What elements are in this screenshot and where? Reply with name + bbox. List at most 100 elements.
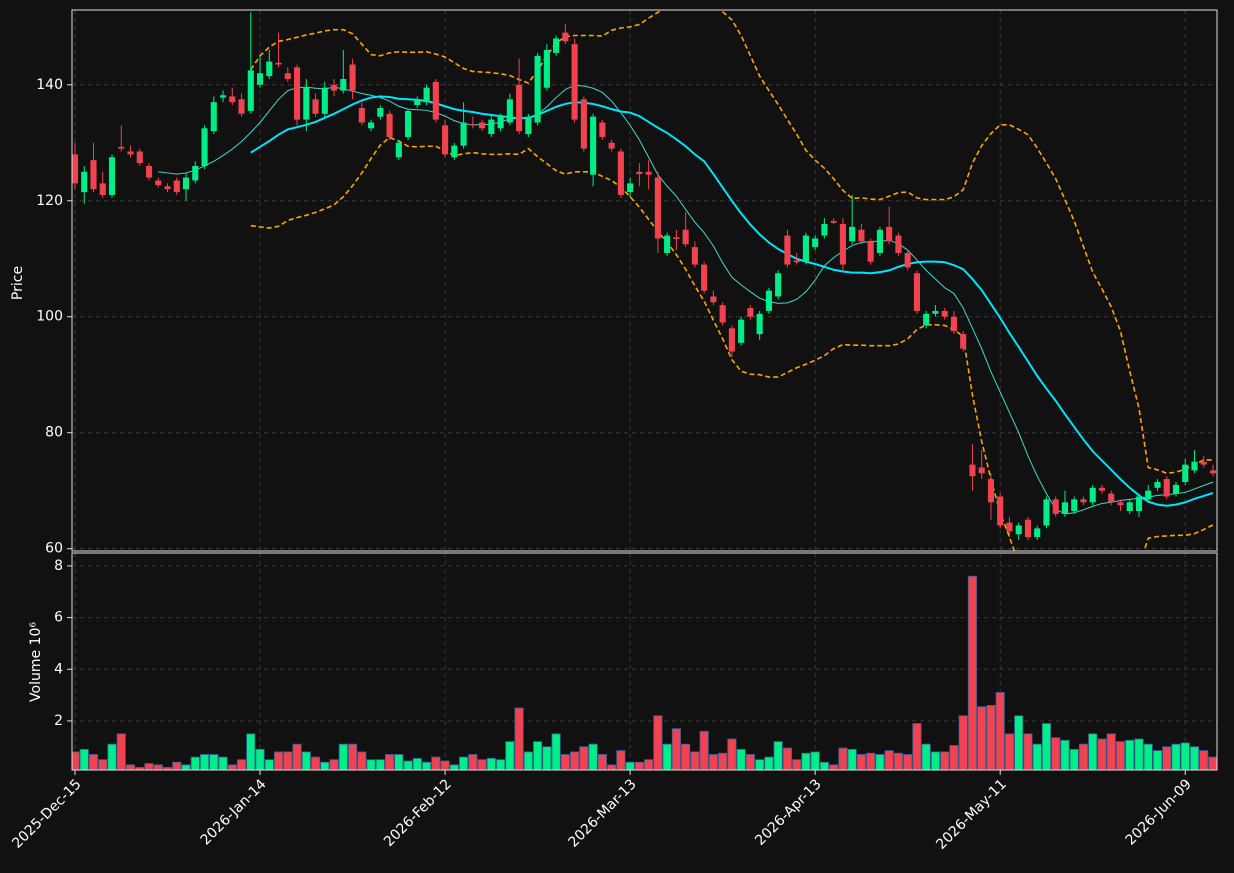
candle-body [432, 81, 439, 120]
volume-bar [412, 757, 422, 770]
candle-body [460, 122, 467, 146]
volume-bar [977, 706, 987, 770]
volume-bar [829, 764, 839, 770]
volume-bar [671, 728, 681, 770]
candle-body [849, 226, 856, 242]
volume-bar [1152, 750, 1163, 770]
volume-bar [1041, 723, 1052, 770]
volume-bar [856, 754, 866, 770]
volume-bar [699, 730, 709, 770]
candle-body [275, 62, 282, 65]
volume-bar [949, 745, 959, 770]
volume-bar [579, 746, 589, 770]
candle-body [506, 99, 513, 123]
volume-bar [347, 743, 358, 770]
candle-body [932, 310, 939, 314]
volume-bar [116, 733, 126, 770]
candle-body [349, 64, 356, 91]
volume-bar [533, 741, 543, 770]
candle-body [1089, 487, 1096, 503]
volume-bar [616, 750, 626, 770]
volume-bar [329, 759, 339, 770]
candle-body [340, 79, 347, 91]
candle-body [1006, 522, 1013, 532]
candle-body [118, 146, 125, 149]
candle-body [331, 84, 338, 91]
volume-bar [190, 756, 200, 770]
volume-bar [727, 738, 737, 770]
candle-body [784, 235, 791, 265]
indicator-line [250, 95, 1214, 507]
volume-bar [893, 752, 903, 770]
price-axis-label: Price [10, 266, 26, 300]
volume-bar [514, 707, 524, 770]
volume-bar [449, 764, 459, 770]
candle-body [182, 177, 190, 190]
candle-body [645, 171, 652, 175]
volume-bar [468, 754, 478, 770]
candle-body [941, 310, 948, 317]
candle-body [247, 70, 254, 111]
candle-body [738, 319, 745, 343]
candle-body [303, 87, 310, 120]
candle-body [719, 305, 726, 323]
volume-bar [921, 743, 931, 770]
candle-body [571, 44, 578, 120]
volume-bar [375, 759, 385, 770]
candle-body [673, 237, 680, 240]
candle-body [821, 223, 828, 236]
volume-bar [135, 767, 145, 770]
volume-bar [1078, 743, 1089, 770]
candle-body [876, 229, 883, 253]
candle-body [950, 316, 957, 332]
candle-body [201, 128, 208, 166]
grid [72, 10, 1217, 770]
volume-bar [801, 752, 811, 770]
candle-body [423, 87, 430, 103]
candle-body [145, 165, 153, 178]
candle-body [1043, 499, 1050, 526]
volume-bar [875, 754, 885, 770]
volume-bar [357, 751, 367, 770]
volume-bar [958, 715, 968, 770]
volume-bar [644, 759, 654, 770]
candle-body [534, 55, 541, 123]
volume-bar [1051, 737, 1061, 770]
volume-bar [634, 761, 644, 770]
candle-body [654, 177, 661, 239]
candle-body [1126, 502, 1133, 511]
volume-bar [283, 751, 293, 770]
volume-bar [153, 764, 163, 770]
candle-body [987, 479, 995, 503]
candle-body [839, 223, 846, 265]
volume-bar [551, 733, 561, 770]
candle-body [1015, 525, 1022, 535]
candle-body [812, 238, 819, 248]
volume-bars [72, 575, 1217, 770]
candle-body [1154, 481, 1161, 488]
candle-body [617, 151, 624, 195]
candle-body [284, 73, 291, 80]
volume-bar [320, 761, 330, 770]
volume-bar [1134, 738, 1144, 770]
volume-bar [1060, 739, 1070, 770]
candle-body [1191, 461, 1198, 471]
volume-bar [782, 747, 792, 770]
candles [72, 12, 1217, 540]
candle-body [923, 313, 930, 326]
candle-body [664, 235, 671, 253]
y-tick-label: 2 [54, 713, 63, 729]
volume-bar [1115, 741, 1126, 770]
candle-body [99, 183, 106, 195]
candle-body [256, 73, 264, 85]
volume-bar [653, 715, 663, 770]
candle-body [590, 116, 597, 175]
candle-body [516, 84, 523, 132]
volume-bar [995, 692, 1005, 770]
candle-body [636, 171, 643, 175]
candle-body [321, 87, 328, 114]
candle-body [386, 113, 393, 137]
volume-bar [181, 764, 191, 770]
